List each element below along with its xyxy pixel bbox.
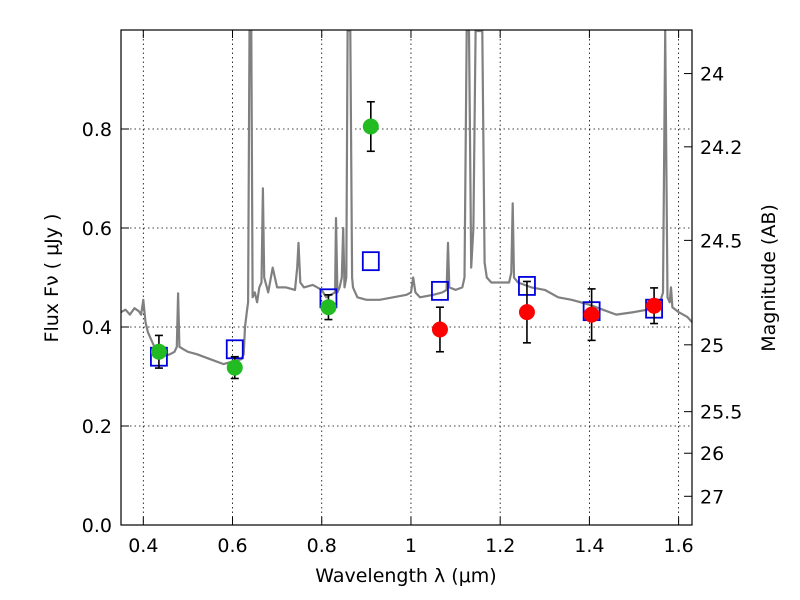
grid-lines (121, 30, 692, 526)
mag-tick-label: 25.5 (700, 402, 742, 424)
y-tick-label: 0.0 (82, 515, 112, 537)
mag-tick-label: 26 (700, 443, 724, 465)
plot-frame (120, 29, 693, 526)
plot-area (120, 29, 693, 366)
x-tick-label: 0.8 (307, 535, 337, 557)
mag-tick-label: 24.5 (700, 230, 742, 252)
x-tick-label: 1.4 (574, 535, 604, 557)
mag-tick-label: 25 (700, 335, 724, 357)
axis-ticks: 0.4 0.6 0.8 1 1.2 1.4 1.6 0.0 0.2 0.4 0.6 0.8 24 24.2… (82, 30, 742, 557)
x-tick-label: 0.4 (128, 535, 158, 557)
x-tick-label: 1.6 (664, 535, 694, 557)
data-marks (150, 100, 663, 380)
mag-tick-label: 24 (700, 64, 724, 86)
mag-tick-label: 24.2 (700, 137, 742, 159)
model-square (361, 251, 380, 272)
model-square (225, 339, 244, 360)
x-tick-label: 0.6 (217, 535, 247, 557)
spectrum-line (120, 29, 693, 366)
x-axis-label: Wavelength λ (μm) (315, 565, 496, 587)
data-point (518, 304, 535, 321)
model-square (431, 280, 449, 301)
y-tick-label: 0.4 (82, 317, 112, 339)
x-tick-label: 1 (405, 535, 417, 557)
data-point (362, 118, 379, 135)
data-point (320, 299, 337, 316)
data-point (583, 306, 600, 323)
y-tick-label: 0.2 (82, 416, 112, 438)
data-point (226, 359, 243, 376)
data-point (646, 297, 663, 314)
secondary-y-axis-label: Magnitude (AB) (758, 204, 780, 352)
y-tick-label: 0.8 (82, 119, 112, 141)
data-point (150, 343, 167, 360)
y-axis-label: Flux Fν ( μJy ) (41, 214, 63, 343)
data-point (431, 321, 448, 338)
x-tick-label: 1.2 (485, 535, 515, 557)
y-tick-label: 0.6 (82, 218, 112, 240)
mag-tick-label: 27 (700, 486, 724, 508)
